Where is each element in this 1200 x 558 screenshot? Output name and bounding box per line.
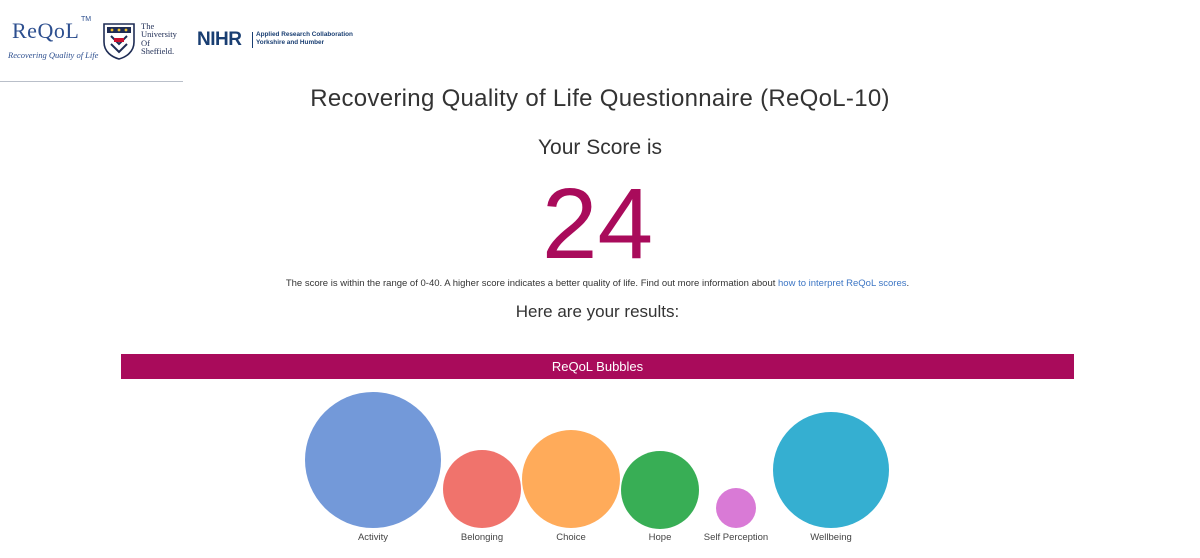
nihr-logo[interactable]: NIHR Applied Research Collaboration York… — [197, 29, 377, 51]
nihr-subtitle-line: Applied Research Collaboration — [256, 31, 353, 38]
score-info-end: . — [906, 278, 910, 289]
reqol-wordmark: ReQoL — [12, 18, 80, 43]
university-crest-icon — [103, 23, 135, 60]
score-info-text: The score is within the range of 0-40. A… — [285, 278, 779, 289]
interpret-scores-link[interactable]: how to interpret ReQoL scores — [778, 278, 907, 289]
score-label: Your Score is — [537, 136, 663, 159]
nihr-wordmark: NIHR — [197, 29, 242, 50]
results-heading: Here are your results: — [515, 302, 680, 321]
bubble-choice — [522, 430, 620, 528]
bubble-wellbeing — [773, 412, 889, 528]
header: ReQoL TM Recovering Quality of Life The … — [0, 0, 183, 82]
nihr-subtitle: Applied Research Collaboration Yorkshire… — [256, 31, 353, 46]
university-of-sheffield-logo[interactable]: The University Of Sheffield. — [102, 22, 184, 62]
score-value: 24 — [541, 168, 654, 280]
bubble-label-wellbeing: Wellbeing — [810, 532, 852, 543]
bubbles-chart: Activity Belonging Choice Hope Self Perc… — [0, 380, 1200, 558]
trademark-mark: TM — [81, 16, 92, 23]
bubble-hope — [621, 451, 699, 529]
page-title: Recovering Quality of Life Questionnaire… — [310, 85, 890, 112]
university-line: The — [141, 21, 155, 31]
bubble-activity — [305, 392, 441, 528]
bubble-self-perception — [716, 488, 756, 528]
bubbles-title-bar: ReQoL Bubbles — [121, 354, 1074, 379]
nihr-subtitle-line: Yorkshire and Humber — [256, 38, 325, 46]
university-line: University — [141, 29, 177, 40]
bubble-belonging — [443, 450, 521, 528]
bubble-label-choice: Choice — [556, 532, 586, 543]
reqol-logo[interactable]: ReQoL TM Recovering Quality of Life — [8, 16, 98, 64]
reqol-tagline: Recovering Quality of Life — [8, 50, 99, 60]
bubble-label-activity: Activity — [357, 532, 389, 543]
university-name: The University Of Sheffield. — [141, 21, 177, 56]
bubble-label-belonging: Belonging — [460, 532, 504, 543]
bubble-label-self-perception: Self Perception — [703, 532, 769, 543]
nihr-divider — [252, 32, 253, 48]
bubble-label-hope: Hope — [648, 532, 672, 543]
score-info: The score is within the range of 0-40. A… — [0, 278, 1195, 289]
university-line: Sheffield. — [141, 45, 175, 56]
university-line: Of — [141, 37, 150, 48]
